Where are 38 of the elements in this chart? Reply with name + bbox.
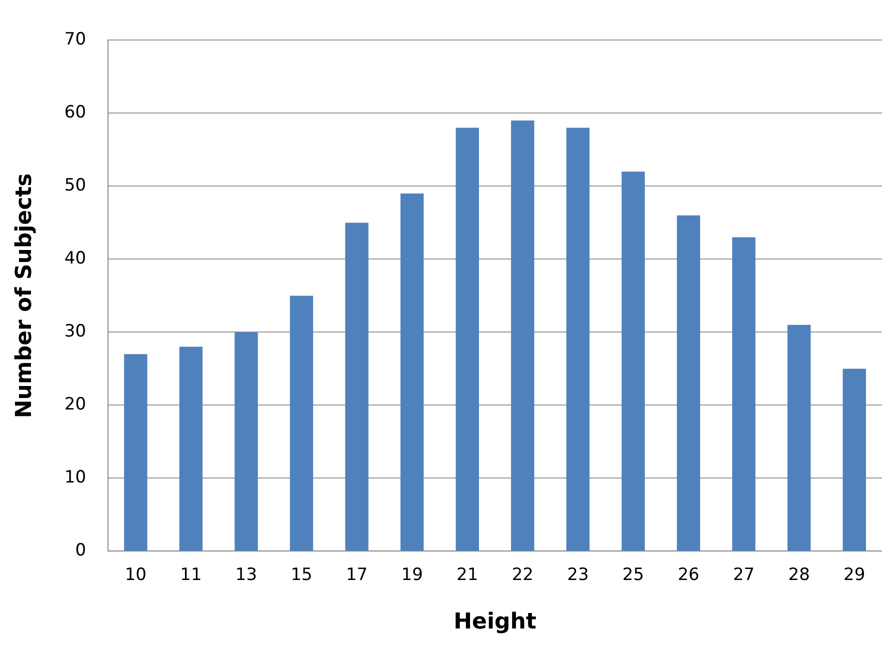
x-tick-label: 13 xyxy=(235,564,258,585)
bar xyxy=(179,346,203,551)
y-tick-label: 50 xyxy=(64,176,86,196)
x-tick-label: 19 xyxy=(401,564,423,585)
bar xyxy=(234,332,258,551)
x-tick-label: 25 xyxy=(622,564,644,585)
x-tick-label: 21 xyxy=(456,564,478,585)
x-tick-label: 29 xyxy=(844,564,866,585)
x-axis-title: Height xyxy=(454,610,537,635)
bar xyxy=(842,368,866,551)
bar xyxy=(566,128,590,551)
y-axis-title: Number of Subjects xyxy=(12,173,37,418)
x-tick-label: 15 xyxy=(290,564,312,585)
y-tick-label: 0 xyxy=(75,540,86,561)
bar xyxy=(345,222,368,551)
bar xyxy=(456,128,479,551)
bar xyxy=(732,237,756,551)
bar xyxy=(622,172,645,551)
x-tick-label: 17 xyxy=(346,564,368,585)
bar xyxy=(676,215,700,551)
x-tick-label: 22 xyxy=(512,564,534,585)
x-tick-label: 26 xyxy=(678,564,700,585)
y-tick-label: 40 xyxy=(64,248,86,269)
x-tick-label: 23 xyxy=(567,564,589,585)
y-tick-label: 30 xyxy=(64,322,86,342)
y-tick-label: 10 xyxy=(64,468,86,488)
bar xyxy=(400,194,424,551)
x-tick-label: 27 xyxy=(732,564,755,585)
y-tick-label: 20 xyxy=(64,394,86,415)
x-tick-label: 11 xyxy=(180,564,202,585)
y-tick-label: 60 xyxy=(64,102,86,123)
bar xyxy=(124,354,148,551)
bar xyxy=(290,296,314,551)
bar xyxy=(787,324,811,551)
x-tick-label: 10 xyxy=(124,564,146,585)
bar xyxy=(511,120,534,551)
x-tick-label: 28 xyxy=(788,564,810,585)
y-tick-label: 70 xyxy=(64,30,86,50)
